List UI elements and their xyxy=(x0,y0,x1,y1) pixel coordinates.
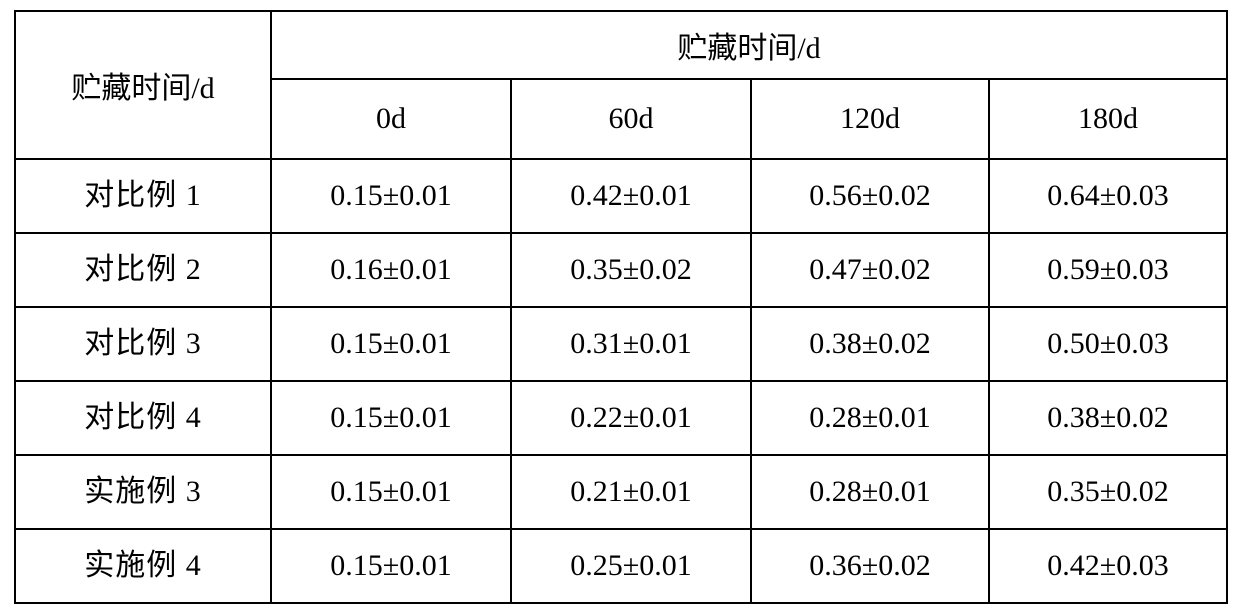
cell-value: 0.31±0.01 xyxy=(570,327,691,360)
data-cell: 0.15±0.01 xyxy=(271,529,511,603)
cell-value: 0.28±0.01 xyxy=(809,475,930,508)
row-label: 对比例 3 xyxy=(16,327,270,362)
cell-value: 0.15±0.01 xyxy=(330,401,451,434)
data-cell: 0.42±0.03 xyxy=(989,529,1227,603)
data-cell: 0.21±0.01 xyxy=(511,455,751,529)
cell-value: 0.59±0.03 xyxy=(1047,253,1168,286)
data-cell: 0.56±0.02 xyxy=(751,159,989,233)
data-cell: 0.28±0.01 xyxy=(751,455,989,529)
data-cell: 0.38±0.02 xyxy=(751,307,989,381)
data-cell: 0.59±0.03 xyxy=(989,233,1227,307)
table-row: 对比例 1 0.15±0.01 0.42±0.01 0.56±0.02 0.64… xyxy=(15,159,1227,233)
data-cell: 0.42±0.01 xyxy=(511,159,751,233)
table-row: 实施例 4 0.15±0.01 0.25±0.01 0.36±0.02 0.42… xyxy=(15,529,1227,603)
col-header-0-text: 0d xyxy=(376,102,406,135)
col-header-2: 120d xyxy=(751,79,989,159)
cell-value: 0.42±0.03 xyxy=(1047,549,1168,582)
cell-value: 0.28±0.01 xyxy=(809,401,930,434)
col-header-2-text: 120d xyxy=(840,102,900,135)
table-row: 对比例 3 0.15±0.01 0.31±0.01 0.38±0.02 0.50… xyxy=(15,307,1227,381)
cell-value: 0.38±0.02 xyxy=(1047,401,1168,434)
cell-value: 0.16±0.01 xyxy=(330,253,451,286)
data-cell: 0.15±0.01 xyxy=(271,455,511,529)
row-label-cell: 实施例 4 xyxy=(15,529,271,603)
table-row: 对比例 4 0.15±0.01 0.22±0.01 0.28±0.01 0.38… xyxy=(15,381,1227,455)
data-cell: 0.25±0.01 xyxy=(511,529,751,603)
row-label: 实施例 3 xyxy=(16,475,270,510)
row-label: 对比例 1 xyxy=(16,179,270,214)
col-header-0: 0d xyxy=(271,79,511,159)
data-cell: 0.15±0.01 xyxy=(271,307,511,381)
cell-value: 0.64±0.03 xyxy=(1047,179,1168,212)
row-label: 实施例 4 xyxy=(16,549,270,584)
data-cell: 0.31±0.01 xyxy=(511,307,751,381)
row-label: 对比例 4 xyxy=(16,401,270,436)
cell-value: 0.38±0.02 xyxy=(809,327,930,360)
cell-value: 0.50±0.03 xyxy=(1047,327,1168,360)
cell-value: 0.15±0.01 xyxy=(330,179,451,212)
table-row: 对比例 2 0.16±0.01 0.35±0.02 0.47±0.02 0.59… xyxy=(15,233,1227,307)
data-cell: 0.28±0.01 xyxy=(751,381,989,455)
storage-data-table: 贮藏时间/d 贮藏时间/d 0d 60d 120d 180d 对比例 1 0.1… xyxy=(14,10,1228,604)
row-label-cell: 对比例 4 xyxy=(15,381,271,455)
cell-value: 0.36±0.02 xyxy=(809,549,930,582)
data-cell: 0.15±0.01 xyxy=(271,381,511,455)
cell-value: 0.15±0.01 xyxy=(330,475,451,508)
corner-header: 贮藏时间/d xyxy=(15,11,271,159)
cell-value: 0.35±0.02 xyxy=(1047,475,1168,508)
row-label-cell: 对比例 3 xyxy=(15,307,271,381)
data-cell: 0.22±0.01 xyxy=(511,381,751,455)
data-cell: 0.15±0.01 xyxy=(271,159,511,233)
col-header-3: 180d xyxy=(989,79,1227,159)
cell-value: 0.47±0.02 xyxy=(809,253,930,286)
row-label-cell: 对比例 2 xyxy=(15,233,271,307)
data-cell: 0.38±0.02 xyxy=(989,381,1227,455)
data-cell: 0.35±0.02 xyxy=(989,455,1227,529)
cell-value: 0.22±0.01 xyxy=(570,401,691,434)
table-container: 贮藏时间/d 贮藏时间/d 0d 60d 120d 180d 对比例 1 0.1… xyxy=(0,0,1240,614)
cell-value: 0.15±0.01 xyxy=(330,549,451,582)
col-header-1-text: 60d xyxy=(609,102,654,135)
cell-value: 0.56±0.02 xyxy=(809,179,930,212)
cell-value: 0.15±0.01 xyxy=(330,327,451,360)
cell-value: 0.21±0.01 xyxy=(570,475,691,508)
table-body: 对比例 1 0.15±0.01 0.42±0.01 0.56±0.02 0.64… xyxy=(15,159,1227,603)
cell-value: 0.25±0.01 xyxy=(570,549,691,582)
col-header-3-text: 180d xyxy=(1078,102,1138,135)
data-cell: 0.64±0.03 xyxy=(989,159,1227,233)
cell-value: 0.42±0.01 xyxy=(570,179,691,212)
data-cell: 0.36±0.02 xyxy=(751,529,989,603)
row-label: 对比例 2 xyxy=(16,253,270,288)
header-row-1: 贮藏时间/d 贮藏时间/d xyxy=(15,11,1227,79)
col-header-1: 60d xyxy=(511,79,751,159)
cell-value: 0.35±0.02 xyxy=(570,253,691,286)
corner-header-text: 贮藏时间/d xyxy=(71,72,214,105)
row-label-cell: 对比例 1 xyxy=(15,159,271,233)
row-label-cell: 实施例 3 xyxy=(15,455,271,529)
data-cell: 0.35±0.02 xyxy=(511,233,751,307)
span-header: 贮藏时间/d xyxy=(271,11,1227,79)
data-cell: 0.16±0.01 xyxy=(271,233,511,307)
table-row: 实施例 3 0.15±0.01 0.21±0.01 0.28±0.01 0.35… xyxy=(15,455,1227,529)
span-header-text: 贮藏时间/d xyxy=(677,32,820,65)
data-cell: 0.50±0.03 xyxy=(989,307,1227,381)
data-cell: 0.47±0.02 xyxy=(751,233,989,307)
